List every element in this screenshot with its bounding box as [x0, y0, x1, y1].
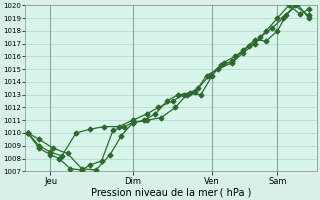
X-axis label: Pression niveau de la mer ( hPa ): Pression niveau de la mer ( hPa ): [91, 187, 251, 197]
